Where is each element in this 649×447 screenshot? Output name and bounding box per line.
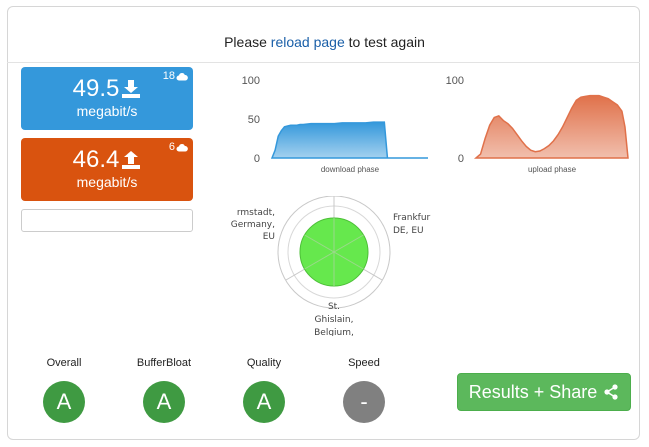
radar-label-left-3: EU xyxy=(263,232,275,242)
radar-label-bottom-1: St. xyxy=(328,302,340,312)
download-server-count: 18 xyxy=(163,70,188,82)
upload-value: 46.4 xyxy=(72,146,120,173)
download-value: 49.5 xyxy=(72,75,120,102)
grade-badge[interactable]: A xyxy=(143,381,185,423)
grade-label: BufferBloat xyxy=(136,357,192,369)
grade-label: Quality xyxy=(246,357,282,369)
download-unit: megabit/s xyxy=(76,103,138,119)
download-chart-ytick: 50 xyxy=(248,114,260,126)
upload-chart-ytick: 0 xyxy=(458,153,464,165)
download-chart-xlabel: download phase xyxy=(321,165,380,174)
grade-label: Overall xyxy=(46,357,82,369)
grade-label: Speed xyxy=(348,357,380,369)
radar-label-bottom-3: Belgium, xyxy=(314,328,354,336)
radar-label-bottom-2: Ghislain, xyxy=(315,315,354,325)
results-share-label: Results + Share xyxy=(468,381,598,402)
share-icon xyxy=(604,384,618,400)
header-divider xyxy=(7,62,640,63)
upload-server-count: 6 xyxy=(169,141,188,153)
radar-label-left-2: Germany, xyxy=(231,220,275,230)
upload-arrow-icon xyxy=(122,151,140,169)
upload-chart-area xyxy=(473,94,629,159)
grade-badge[interactable]: - xyxy=(343,381,385,423)
grade-overall: Overall A xyxy=(24,357,104,423)
grade-speed: Speed - xyxy=(324,357,404,423)
upload-unit: megabit/s xyxy=(76,174,138,190)
upload-speed-box: 6 46.4 megabit/s xyxy=(21,138,193,201)
download-server-number: 18 xyxy=(162,70,175,82)
cloud-icon xyxy=(176,72,188,80)
upload-server-number: 6 xyxy=(168,141,175,153)
grade-badge[interactable]: A xyxy=(243,381,285,423)
reload-suffix: to test again xyxy=(348,34,425,50)
grade-badge[interactable]: A xyxy=(43,381,85,423)
radar-spokes xyxy=(304,218,364,286)
reload-prefix: Please xyxy=(224,34,267,50)
info-box xyxy=(21,209,193,232)
radar-label-right-2: DE, EU xyxy=(393,226,424,236)
upload-chart: 100 0 upload phase xyxy=(436,66,636,186)
download-chart-ytick: 0 xyxy=(254,153,260,165)
grade-quality: Quality A xyxy=(224,357,304,423)
download-arrow-icon xyxy=(122,80,140,98)
download-speed-box: 18 49.5 megabit/s xyxy=(21,67,193,130)
download-chart-area xyxy=(270,121,428,159)
results-share-button[interactable]: Results + Share xyxy=(457,373,631,411)
upload-chart-ytick: 100 xyxy=(446,75,464,87)
radar-label-right-1: Frankfur xyxy=(393,213,431,223)
reload-page-link[interactable]: reload page xyxy=(270,34,345,50)
download-chart: 100 50 0 download phase xyxy=(230,66,435,186)
upload-chart-xlabel: upload phase xyxy=(528,165,577,174)
cloud-icon xyxy=(176,143,188,151)
server-radar: rmstadt, Germany, EU Frankfur DE, EU St.… xyxy=(230,195,450,338)
radar-label-left-1: rmstadt, xyxy=(237,208,275,218)
grade-bufferbloat: BufferBloat A xyxy=(124,357,204,423)
reload-message: Please reload page to test again xyxy=(0,34,649,50)
download-chart-ytick: 100 xyxy=(242,75,260,87)
